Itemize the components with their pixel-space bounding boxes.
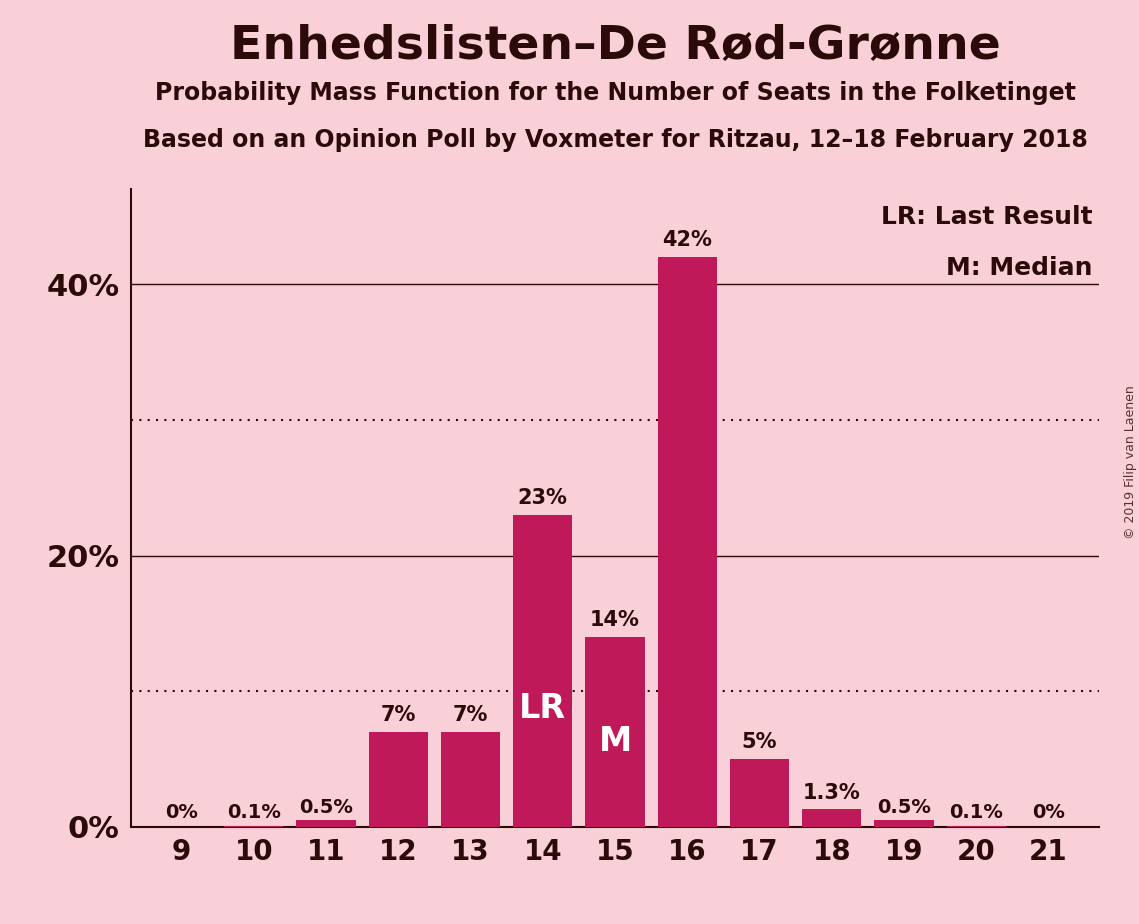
- Text: 7%: 7%: [380, 705, 416, 725]
- Text: Enhedslisten–De Rød-Grønne: Enhedslisten–De Rød-Grønne: [230, 23, 1000, 68]
- Text: 23%: 23%: [518, 488, 567, 508]
- Text: 0.5%: 0.5%: [877, 797, 931, 817]
- Text: 0%: 0%: [1032, 803, 1065, 822]
- Text: 0.1%: 0.1%: [950, 803, 1003, 822]
- Text: © 2019 Filip van Laenen: © 2019 Filip van Laenen: [1124, 385, 1137, 539]
- Bar: [585, 637, 645, 827]
- Text: 1.3%: 1.3%: [803, 783, 861, 803]
- Bar: [730, 760, 789, 827]
- Bar: [224, 826, 284, 827]
- Bar: [514, 515, 573, 827]
- Text: Probability Mass Function for the Number of Seats in the Folketinget: Probability Mass Function for the Number…: [155, 81, 1075, 105]
- Text: LR: LR: [519, 692, 566, 725]
- Text: LR: Last Result: LR: Last Result: [880, 205, 1092, 229]
- Text: 7%: 7%: [453, 705, 489, 725]
- Text: M: Median: M: Median: [945, 256, 1092, 280]
- Bar: [441, 732, 500, 827]
- Bar: [947, 826, 1006, 827]
- Text: 0%: 0%: [165, 803, 198, 822]
- Text: 14%: 14%: [590, 610, 640, 630]
- Bar: [296, 821, 355, 827]
- Bar: [657, 257, 716, 827]
- Text: 0.1%: 0.1%: [227, 803, 280, 822]
- Bar: [369, 732, 428, 827]
- Text: M: M: [598, 725, 632, 758]
- Text: Based on an Opinion Poll by Voxmeter for Ritzau, 12–18 February 2018: Based on an Opinion Poll by Voxmeter for…: [142, 128, 1088, 152]
- Text: 5%: 5%: [741, 733, 777, 752]
- Bar: [802, 809, 861, 827]
- Bar: [875, 821, 934, 827]
- Text: 42%: 42%: [663, 230, 712, 250]
- Text: 0.5%: 0.5%: [300, 797, 353, 817]
